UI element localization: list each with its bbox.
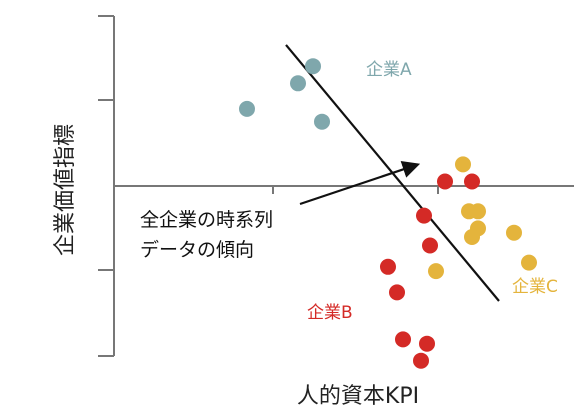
data-point-series-2-1 [380, 258, 396, 275]
series-label-c: 企業C [512, 277, 558, 297]
data-point-series-1-3 [305, 58, 321, 75]
data-points [239, 58, 537, 369]
data-point-series-3-7 [506, 224, 522, 241]
y-axis-title: 企業価値指標 [53, 124, 78, 256]
data-point-series-2-2 [389, 284, 405, 301]
data-point-series-2-9 [413, 352, 429, 369]
axes [98, 15, 574, 357]
data-point-series-3-3 [470, 203, 486, 220]
data-point-series-2-3 [395, 331, 411, 348]
data-point-series-1-1 [239, 100, 255, 117]
data-point-series-3-8 [521, 254, 537, 271]
data-point-series-2-7 [437, 173, 453, 190]
x-axis-title: 人的資本KPI [297, 384, 419, 409]
annotation-line-2: データの傾向 [140, 239, 254, 261]
annotation-arrow [299, 160, 421, 206]
data-point-series-2-6 [422, 237, 438, 254]
data-point-series-3-6 [428, 263, 444, 280]
series-label-a: 企業A [366, 60, 412, 80]
data-point-series-3-5 [464, 229, 480, 245]
data-point-series-3-1 [455, 156, 471, 173]
data-point-series-1-4 [314, 113, 330, 130]
series-label-b: 企業B [307, 303, 353, 323]
data-point-series-1-2 [290, 75, 306, 92]
data-point-series-2-5 [416, 207, 432, 224]
annotation-line-1: 全企業の時系列 [140, 209, 273, 231]
data-point-series-2-4 [419, 335, 435, 352]
data-point-series-2-8 [464, 173, 480, 190]
